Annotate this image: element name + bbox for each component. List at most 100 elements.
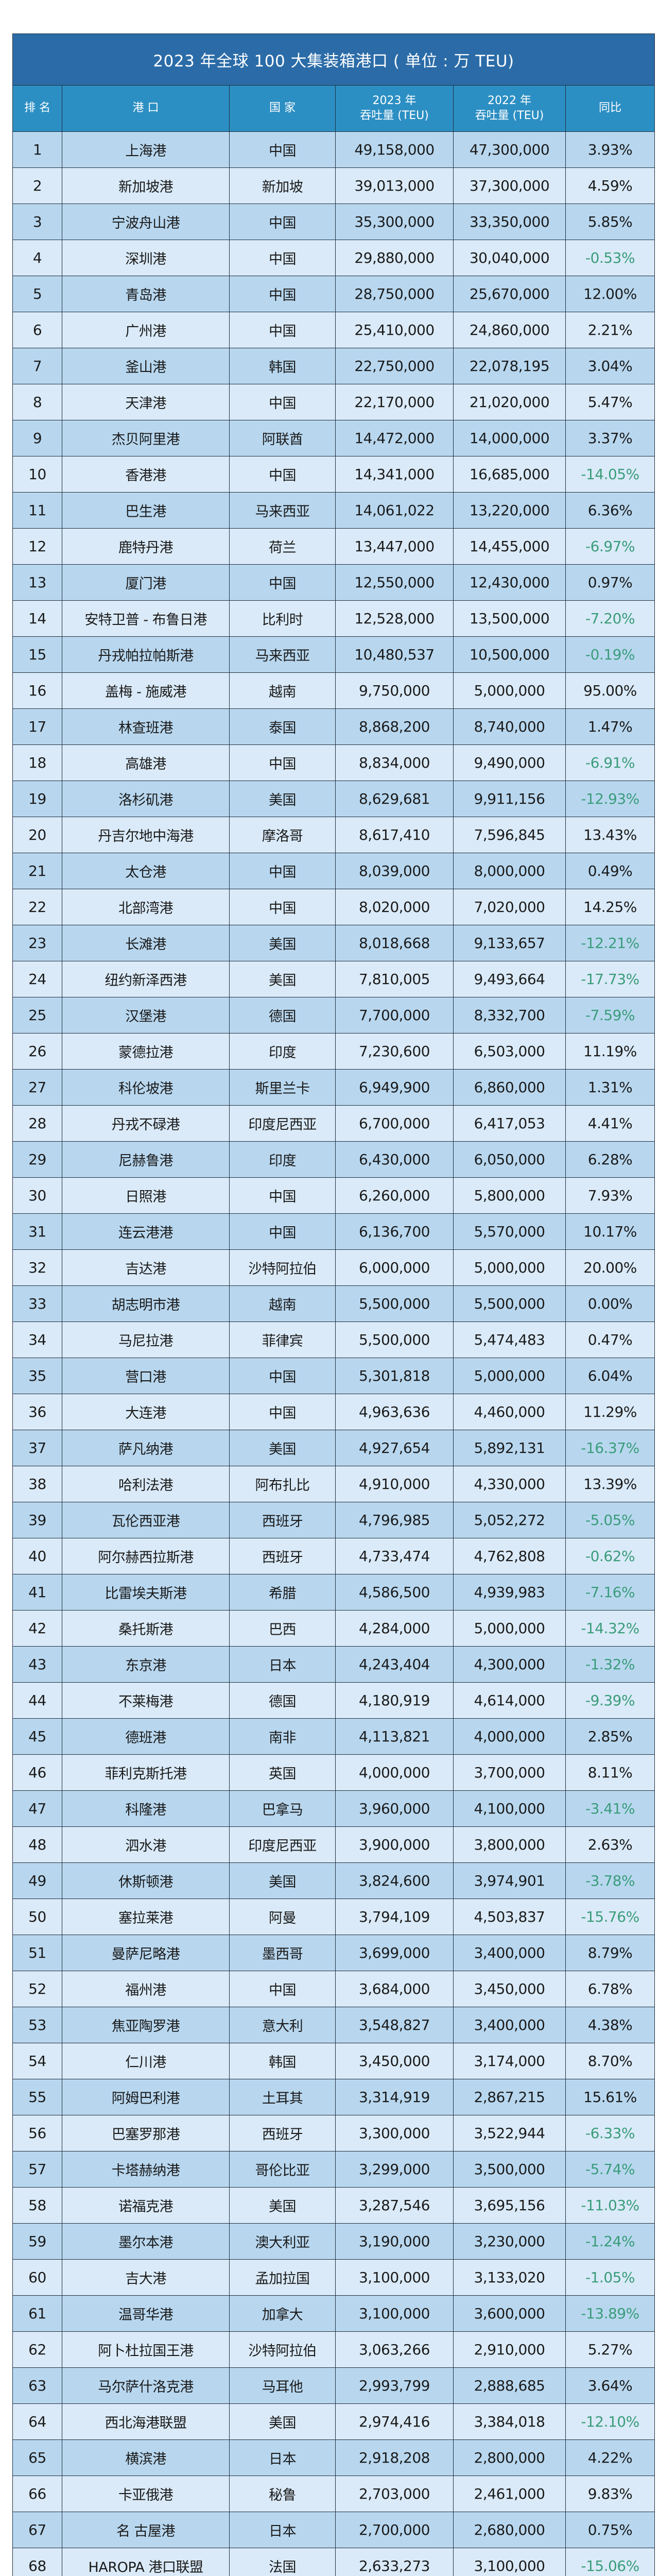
throughput-2023-cell: 3,100,000 — [335, 2259, 454, 2296]
rank-cell: 61 — [12, 2295, 62, 2332]
yoy-cell: -7.59% — [565, 997, 655, 1033]
throughput-2022-cell: 8,000,000 — [453, 853, 566, 889]
header-port: 港 口 — [62, 85, 230, 132]
country-cell: 越南 — [229, 672, 336, 709]
port-cell: 香港港 — [62, 456, 230, 493]
rank-cell: 13 — [12, 564, 62, 601]
throughput-2022-cell: 47,300,000 — [453, 131, 566, 168]
port-cell: 泗水港 — [62, 1826, 230, 1863]
yoy-cell: 3.04% — [565, 348, 655, 384]
table-row: 67 名 古屋港 日本 2,700,000 2,680,000 0.75% — [12, 2512, 655, 2548]
throughput-2022-cell: 2,461,000 — [453, 2476, 566, 2512]
country-cell: 美国 — [229, 925, 336, 961]
yoy-cell: 11.29% — [565, 1394, 655, 1430]
country-cell: 西班牙 — [229, 1502, 336, 1538]
port-cell: 马尔萨什洛克港 — [62, 2367, 230, 2404]
port-cell: 纽约新泽西港 — [62, 961, 230, 997]
yoy-cell: -0.19% — [565, 636, 655, 673]
table-row: 43 东京港 日本 4,243,404 4,300,000 -1.32% — [12, 1646, 655, 1683]
yoy-cell: 3.37% — [565, 420, 655, 456]
throughput-2023-cell: 12,528,000 — [335, 600, 454, 637]
throughput-2022-cell: 2,888,685 — [453, 2367, 566, 2404]
throughput-2022-cell: 7,020,000 — [453, 889, 566, 925]
port-cell: 菲利克斯托港 — [62, 1754, 230, 1791]
country-cell: 印度尼西亚 — [229, 1826, 336, 1863]
port-cell: 广州港 — [62, 312, 230, 348]
country-cell: 沙特阿拉伯 — [229, 1249, 336, 1286]
table-row: 58 诺福克港 美国 3,287,546 3,695,156 -11.03% — [12, 2187, 655, 2224]
yoy-cell: 1.31% — [565, 1069, 655, 1106]
throughput-2022-cell: 13,220,000 — [453, 492, 566, 529]
country-cell: 孟加拉国 — [229, 2259, 336, 2296]
country-cell: 印度 — [229, 1141, 336, 1178]
throughput-2023-cell: 29,880,000 — [335, 240, 454, 276]
table-row: 12 鹿特丹港 荷兰 13,447,000 14,455,000 -6.97% — [12, 528, 655, 565]
table-row: 35 营口港 中国 5,301,818 5,000,000 6.04% — [12, 1358, 655, 1394]
rank-cell: 65 — [12, 2439, 62, 2476]
rank-cell: 29 — [12, 1141, 62, 1178]
port-cell: 长滩港 — [62, 925, 230, 961]
country-cell: 中国 — [229, 384, 336, 420]
country-cell: 西班牙 — [229, 2115, 336, 2151]
country-cell: 沙特阿拉伯 — [229, 2331, 336, 2368]
country-cell: 德国 — [229, 997, 336, 1033]
throughput-2023-cell: 14,341,000 — [335, 456, 454, 493]
rank-cell: 63 — [12, 2367, 62, 2404]
yoy-cell: 6.36% — [565, 492, 655, 529]
table-row: 16 盖梅 - 施威港 越南 9,750,000 5,000,000 95.00% — [12, 672, 655, 709]
country-cell: 美国 — [229, 781, 336, 817]
throughput-2023-cell: 8,617,410 — [335, 817, 454, 853]
throughput-2022-cell: 5,000,000 — [453, 1610, 566, 1647]
country-cell: 西班牙 — [229, 1538, 336, 1574]
rank-cell: 66 — [12, 2476, 62, 2512]
table-row: 17 林查班港 泰国 8,868,200 8,740,000 1.47% — [12, 708, 655, 745]
rank-cell: 54 — [12, 2043, 62, 2079]
port-cell: 巴塞罗那港 — [62, 2115, 230, 2151]
rank-cell: 57 — [12, 2151, 62, 2188]
throughput-2023-cell: 2,918,208 — [335, 2439, 454, 2476]
country-cell: 中国 — [229, 131, 336, 168]
table-row: 29 尼赫鲁港 印度 6,430,000 6,050,000 6.28% — [12, 1141, 655, 1178]
yoy-cell: -16.37% — [565, 1430, 655, 1466]
throughput-2022-cell: 3,800,000 — [453, 1826, 566, 1863]
throughput-2022-cell: 2,800,000 — [453, 2439, 566, 2476]
port-cell: 杰贝阿里港 — [62, 420, 230, 456]
port-cell: 尼赫鲁港 — [62, 1141, 230, 1178]
throughput-2022-cell: 4,300,000 — [453, 1646, 566, 1683]
yoy-cell: 11.19% — [565, 1033, 655, 1070]
throughput-2023-cell: 5,301,818 — [335, 1358, 454, 1394]
table-row: 54 仁川港 韩国 3,450,000 3,174,000 8.70% — [12, 2043, 655, 2079]
table-body: 1 上海港 中国 49,158,000 47,300,000 3.93% 2 新加坡港 新加坡 3… — [12, 131, 655, 2576]
rank-cell: 44 — [12, 1682, 62, 1719]
table-row: 45 德班港 南非 4,113,821 4,000,000 2.85% — [12, 1718, 655, 1755]
rank-cell: 48 — [12, 1826, 62, 1863]
throughput-2023-cell: 2,700,000 — [335, 2512, 454, 2548]
yoy-cell: -3.78% — [565, 1862, 655, 1899]
throughput-2022-cell: 6,417,053 — [453, 1105, 566, 1142]
table-row: 11 巴生港 马来西亚 14,061,022 13,220,000 6.36% — [12, 492, 655, 529]
table-row: 33 胡志明市港 越南 5,500,000 5,500,000 0.00% — [12, 1285, 655, 1322]
throughput-2022-cell: 3,600,000 — [453, 2295, 566, 2332]
yoy-cell: -12.93% — [565, 781, 655, 817]
port-cell: 曼萨尼略港 — [62, 1935, 230, 1971]
throughput-2023-cell: 6,000,000 — [335, 1249, 454, 1286]
throughput-2022-cell: 8,332,700 — [453, 997, 566, 1033]
table-row: 1 上海港 中国 49,158,000 47,300,000 3.93% — [12, 131, 655, 168]
country-cell: 中国 — [229, 1177, 336, 1214]
throughput-2022-cell: 4,503,837 — [453, 1899, 566, 1935]
top-100-ports-table: 2023 年全球 100 大集装箱港口 ( 单位 : 万 TEU) 排 名 港 … — [12, 33, 655, 2576]
throughput-2023-cell: 3,699,000 — [335, 1935, 454, 1971]
throughput-2022-cell: 4,460,000 — [453, 1394, 566, 1430]
port-cell: 科伦坡港 — [62, 1069, 230, 1106]
yoy-cell: 3.64% — [565, 2367, 655, 2404]
throughput-2022-cell: 37,300,000 — [453, 167, 566, 204]
throughput-2022-cell: 4,330,000 — [453, 1466, 566, 1502]
port-cell: 新加坡港 — [62, 167, 230, 204]
port-cell: 墨尔本港 — [62, 2223, 230, 2260]
table-row: 44 不莱梅港 德国 4,180,919 4,614,000 -9.39% — [12, 1682, 655, 1719]
throughput-2023-cell: 6,136,700 — [335, 1213, 454, 1250]
rank-cell: 6 — [12, 312, 62, 348]
port-cell: 林查班港 — [62, 708, 230, 745]
country-cell: 日本 — [229, 1646, 336, 1683]
table-row: 21 太仓港 中国 8,039,000 8,000,000 0.49% — [12, 853, 655, 889]
